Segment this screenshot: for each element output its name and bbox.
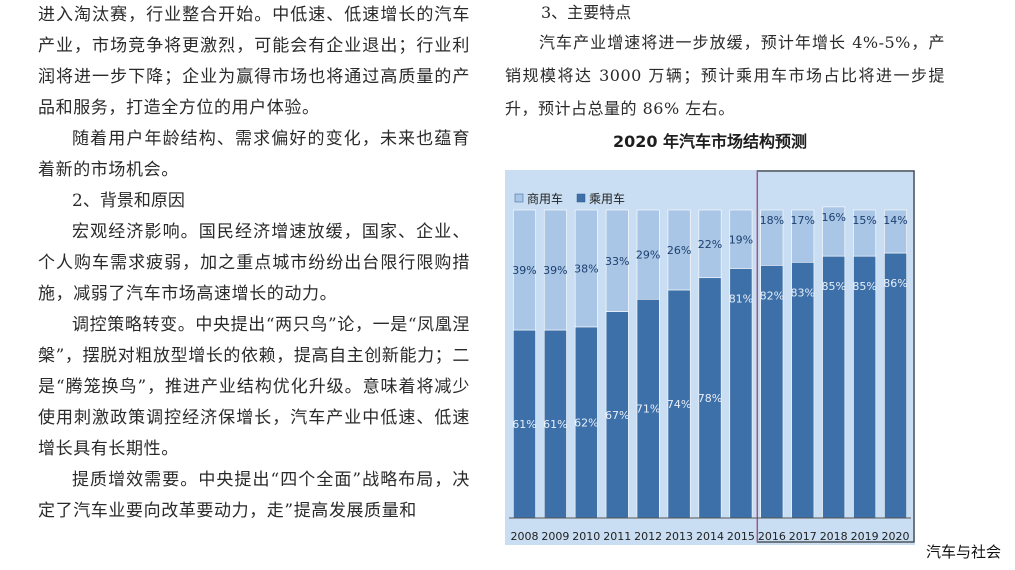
bar-passenger xyxy=(884,252,907,519)
data-label-passenger: 86% xyxy=(883,277,907,290)
x-tick-label: 2009 xyxy=(541,530,569,543)
footer-caption: 汽车与社会 xyxy=(925,543,1001,561)
stacked-bar-chart: 商用车 乘用车 39% 61% 2008 39% 61% 2009 38% 62% 2010 33% 6… xyxy=(505,170,915,545)
right-column: 3、主要特点 汽车产业增速将进一步放缓，预计年增长 4%-5%，产销规模将达 3… xyxy=(505,0,945,125)
paragraph: 汽车产业增速将进一步放缓，预计年增长 4%-5%，产销规模将达 3000 万辆；… xyxy=(505,33,945,118)
x-tick-label: 2013 xyxy=(665,530,693,543)
x-tick-label: 2019 xyxy=(851,530,879,543)
legend-label: 商用车 xyxy=(527,191,563,206)
data-label-passenger: 85% xyxy=(852,280,876,293)
bar-passenger xyxy=(822,255,846,519)
data-label-passenger: 82% xyxy=(760,289,784,302)
data-label-commercial: 29% xyxy=(636,249,660,262)
paragraph: 宏观经济影响。国民经济增速放缓，国家、企业、个人购车需求疲弱，加之重点城市纷纷出… xyxy=(38,222,470,304)
x-tick-label: 2012 xyxy=(634,530,662,543)
data-label-passenger: 74% xyxy=(667,398,691,411)
x-tick-label: 2020 xyxy=(882,530,910,543)
data-label-commercial: 39% xyxy=(543,264,567,277)
x-tick-label: 2011 xyxy=(603,530,631,543)
paragraph: 提质增效需要。中央提出“四个全面”战略布局，决定了汽车业要向改革要动力，走”提高… xyxy=(38,470,470,521)
data-label-passenger: 78% xyxy=(698,392,722,405)
x-tick-label: 2018 xyxy=(820,530,848,543)
data-label-commercial: 17% xyxy=(791,214,815,227)
x-tick-label: 2017 xyxy=(789,530,817,543)
section-heading: 3、主要特点 xyxy=(541,3,632,22)
x-tick-label: 2015 xyxy=(727,530,755,543)
data-label-passenger: 62% xyxy=(574,417,598,430)
data-label-commercial: 18% xyxy=(760,214,784,227)
data-label-passenger: 83% xyxy=(791,286,815,299)
bar-passenger xyxy=(853,255,877,519)
chart-title: 2020 年汽车市场结构预测 xyxy=(612,132,808,151)
legend-label: 乘用车 xyxy=(589,191,625,206)
paragraph: 调控策略转变。中央提出“两只鸟”论，一是“凤凰涅槃”，摆脱对粗放型增长的依赖，提… xyxy=(38,315,470,459)
data-label-passenger: 81% xyxy=(729,293,753,306)
data-label-passenger: 67% xyxy=(605,409,629,422)
x-tick-label: 2014 xyxy=(696,530,724,543)
legend-swatch xyxy=(576,193,586,203)
data-label-commercial: 38% xyxy=(574,263,598,276)
data-label-commercial: 22% xyxy=(698,238,722,251)
bar-passenger xyxy=(729,268,753,519)
data-label-passenger: 71% xyxy=(636,403,660,416)
data-label-commercial: 14% xyxy=(883,214,907,227)
x-tick-label: 2016 xyxy=(758,530,786,543)
bar-passenger xyxy=(791,262,815,519)
data-label-passenger: 61% xyxy=(512,418,536,431)
x-tick-label: 2008 xyxy=(510,530,538,543)
data-label-commercial: 19% xyxy=(729,233,753,246)
data-label-commercial: 15% xyxy=(852,214,876,227)
data-label-commercial: 16% xyxy=(821,211,845,224)
paragraph: 进入淘汰赛，行业整合开始。中低速、低速增长的汽车产业，市场竞争将更激烈，可能会有… xyxy=(38,5,470,118)
x-tick-label: 2010 xyxy=(572,530,600,543)
left-column: 进入淘汰赛，行业整合开始。中低速、低速增长的汽车产业，市场竞争将更激烈，可能会有… xyxy=(38,0,470,527)
data-label-passenger: 85% xyxy=(821,280,845,293)
section-heading: 2、背景和原因 xyxy=(72,191,185,211)
paragraph: 随着用户年龄结构、需求偏好的变化，未来也蕴育着新的市场机会。 xyxy=(38,129,470,180)
data-label-commercial: 33% xyxy=(605,255,629,268)
data-label-passenger: 61% xyxy=(543,418,567,431)
legend-swatch xyxy=(514,193,524,203)
data-label-commercial: 26% xyxy=(667,244,691,257)
data-label-commercial: 39% xyxy=(512,264,536,277)
bar-passenger xyxy=(760,265,784,519)
